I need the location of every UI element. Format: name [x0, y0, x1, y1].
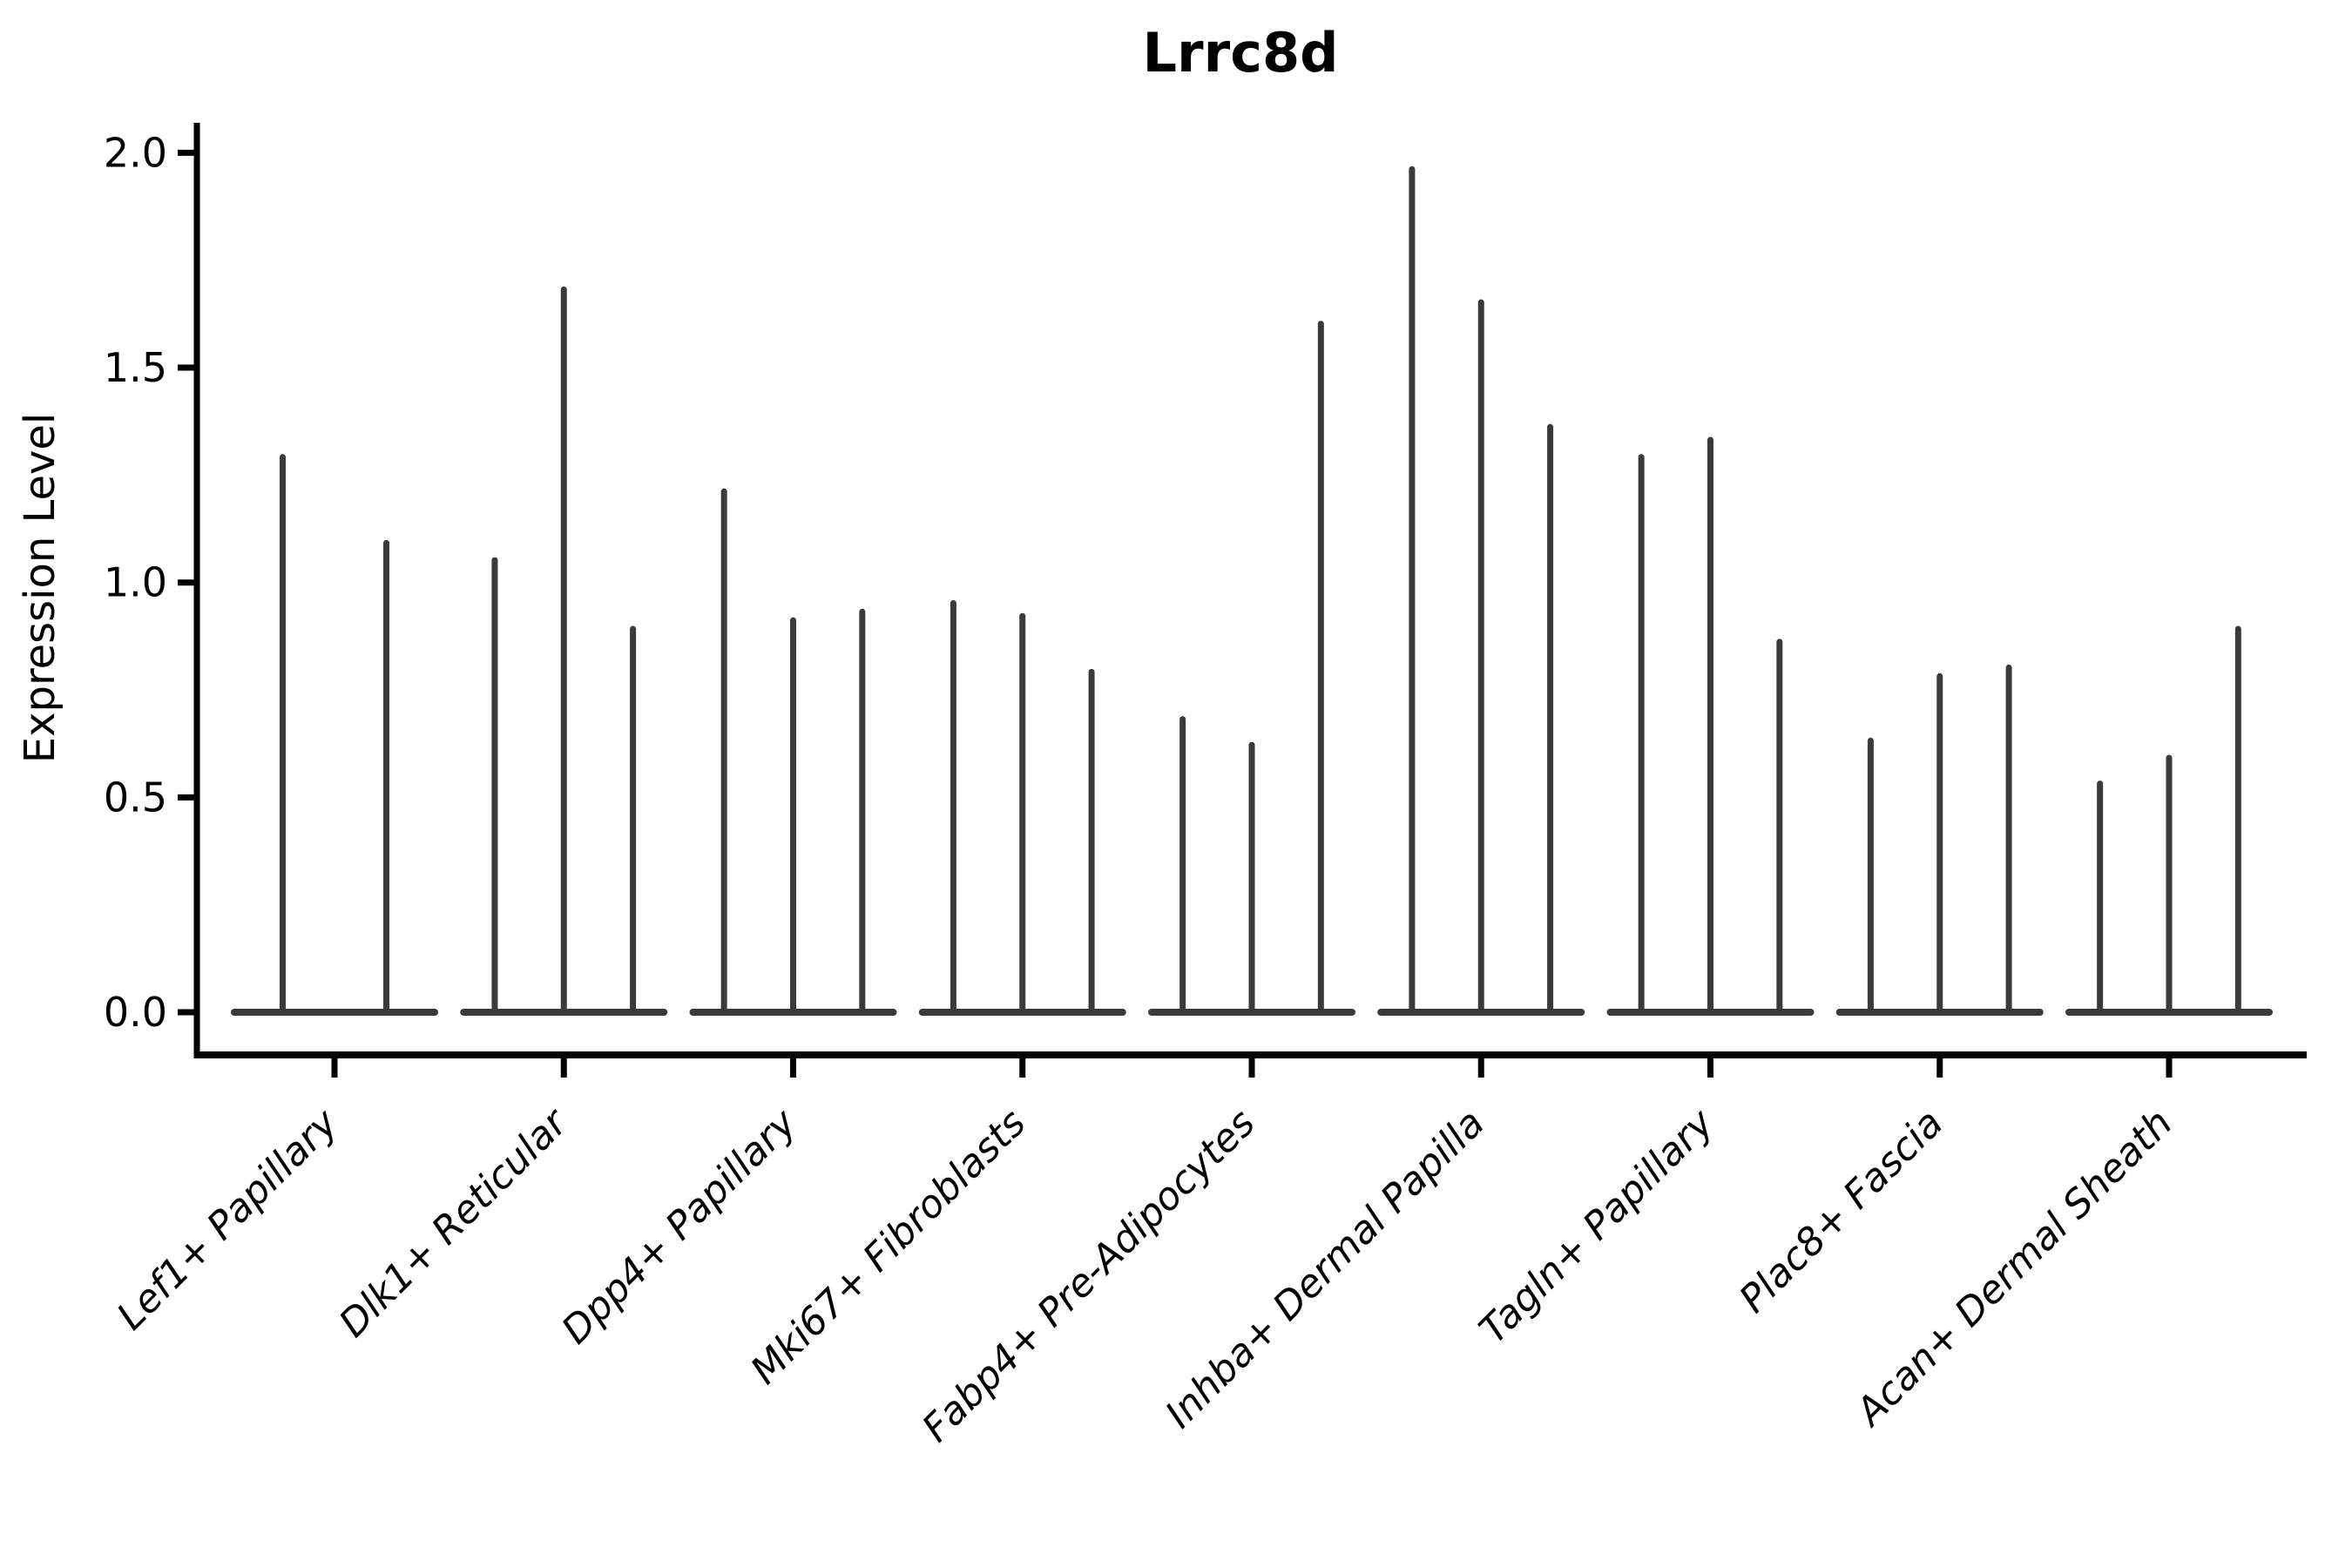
- y-tick-label: 1.5: [104, 344, 167, 391]
- violin-group: [1835, 664, 2044, 1016]
- violin-group: [2065, 625, 2273, 1016]
- y-tick-label: 2.0: [104, 129, 167, 176]
- violin-group: [231, 454, 438, 1016]
- plot-title: Lrrc8d: [1143, 21, 1339, 84]
- axes-layer: [178, 123, 2307, 1078]
- x-tick-label: Tagln+ Papillary: [1471, 1100, 1723, 1352]
- x-tick-label: Dpp4+ Papillary: [553, 1100, 806, 1353]
- violin-layer: [231, 166, 2273, 1016]
- violin-group: [460, 286, 668, 1016]
- y-axis-label: Expression Level: [16, 413, 64, 764]
- violin-group: [1606, 436, 1815, 1016]
- violin-group: [918, 599, 1126, 1016]
- violin-group: [689, 488, 897, 1016]
- x-tick-label: Plac8+ Fascia: [1731, 1101, 1951, 1321]
- violin-group: [1377, 166, 1585, 1016]
- y-tick-label: 0.0: [104, 989, 167, 1036]
- violin-base: [231, 1009, 438, 1016]
- x-tick-label: Dlk1+ Reticular: [331, 1099, 578, 1346]
- violin-group: [1148, 321, 1355, 1016]
- x-tick-label: Lef1+ Papillary: [109, 1100, 348, 1339]
- y-tick-label: 1.0: [104, 559, 167, 606]
- y-tick-label: 0.5: [104, 774, 167, 821]
